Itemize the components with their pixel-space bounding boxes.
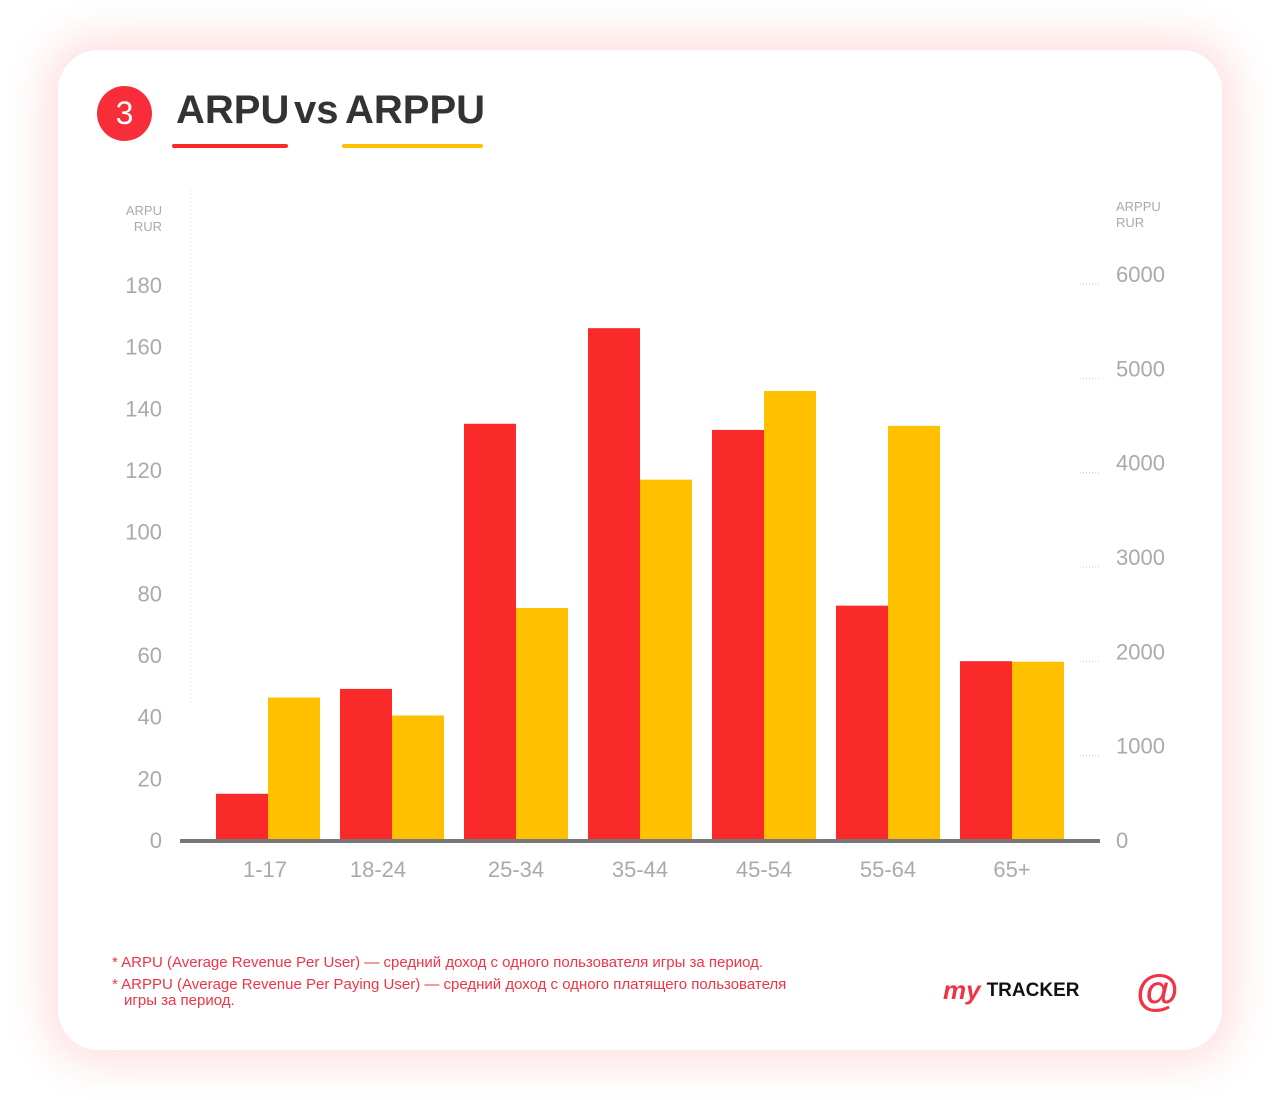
mail-at-logo-icon: @ <box>1136 966 1179 1015</box>
footnote-arpu: * ARPU (Average Revenue Per User) — сред… <box>112 954 764 971</box>
left-tick-label: 140 <box>125 396 162 421</box>
x-tick-label: 65+ <box>993 857 1030 882</box>
x-tick-label: 1-17 <box>243 857 287 882</box>
logo-my: my <box>943 975 981 1005</box>
bar-arppu <box>516 607 568 840</box>
left-tick-label: 120 <box>125 458 162 483</box>
bar-arppu <box>640 479 692 840</box>
mytracker-logo: my TRACKER <box>943 975 1079 1006</box>
arpu-underline <box>172 144 288 148</box>
left-axis-label: ARPU <box>126 203 162 218</box>
footnote-arppu: * ARPPU (Average Revenue Per Paying User… <box>112 976 787 993</box>
bar-arppu <box>764 390 816 840</box>
bar-arpu <box>712 429 764 840</box>
bar-arppu <box>888 425 940 840</box>
logo-tracker: TRACKER <box>986 979 1080 1001</box>
right-tick-label: 5000 <box>1116 356 1165 381</box>
title-arpu: ARPU <box>176 88 290 132</box>
bar-arpu <box>588 328 640 840</box>
arppu-underline <box>342 144 483 148</box>
bar-arpu <box>340 688 392 840</box>
bar-arpu <box>960 661 1012 840</box>
bar-arppu <box>1012 661 1064 840</box>
left-tick-label: 40 <box>138 705 162 730</box>
x-tick-label: 35-44 <box>612 857 668 882</box>
right-tick-label: 3000 <box>1116 545 1165 570</box>
right-axis-label: RUR <box>1116 215 1144 230</box>
right-tick-label: 4000 <box>1116 451 1165 476</box>
footnotes: * ARPU (Average Revenue Per User) — сред… <box>112 955 786 1015</box>
section-number-badge: 3 <box>97 86 152 141</box>
left-tick-label: 160 <box>125 335 162 360</box>
right-tick-label: 0 <box>1116 828 1128 853</box>
left-tick-label: 20 <box>138 766 162 791</box>
left-axis-label: RUR <box>134 219 162 234</box>
left-tick-label: 0 <box>150 828 162 853</box>
left-tick-label: 60 <box>138 643 162 668</box>
bar-arppu <box>392 715 444 840</box>
right-tick-label: 6000 <box>1116 262 1165 287</box>
bar-arppu <box>268 697 320 840</box>
x-tick-label: 55-64 <box>860 857 916 882</box>
title-vs: vs <box>294 88 339 132</box>
x-tick-label: 25-34 <box>488 857 544 882</box>
right-axis-label: ARPPU <box>1116 199 1161 214</box>
left-tick-label: 80 <box>138 581 162 606</box>
bar-arpu <box>216 793 268 840</box>
bar-arpu <box>836 605 888 840</box>
footnote-arppu-cont: игры за период. <box>124 992 235 1009</box>
x-tick-label: 45-54 <box>736 857 792 882</box>
right-tick-label: 2000 <box>1116 639 1165 664</box>
bar-arpu <box>464 423 516 840</box>
title-arppu: ARPPU <box>345 88 486 132</box>
left-tick-label: 180 <box>125 273 162 298</box>
right-tick-label: 1000 <box>1116 734 1165 759</box>
left-tick-label: 100 <box>125 520 162 545</box>
x-tick-label: 18-24 <box>350 857 406 882</box>
